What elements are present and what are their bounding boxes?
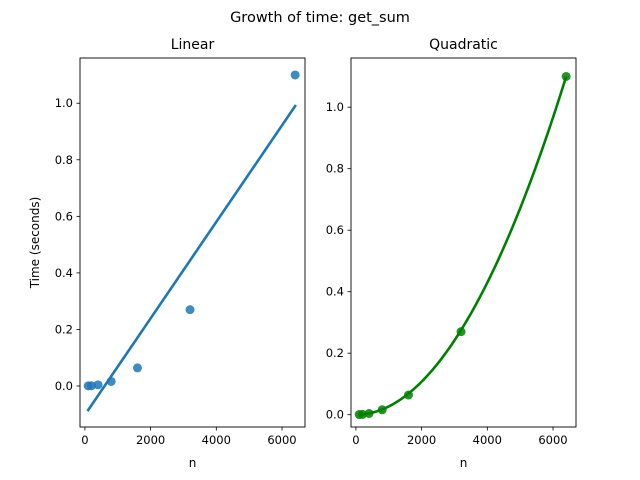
y-tick-label: 0.2 <box>326 346 344 360</box>
data-point <box>93 380 103 390</box>
data-point <box>364 408 374 418</box>
regression-line <box>86 104 297 412</box>
subplot-title: Quadratic <box>429 37 498 53</box>
data-point <box>290 70 300 80</box>
data-point <box>132 363 142 373</box>
y-tick-label: 0.0 <box>55 379 73 393</box>
y-tick-label: 1.0 <box>55 96 73 110</box>
x-tick-label: 0 <box>81 433 88 447</box>
axes-frame <box>79 57 306 428</box>
data-point <box>86 381 96 391</box>
x-tick-label: 2000 <box>407 433 436 447</box>
y-tick-label: 1.0 <box>326 100 344 114</box>
quadratic-subplot: Quadratic 0 2000 4000 6000 0.0 0.2 0.4 0.6 0.8 1.0… <box>326 37 577 470</box>
x-tick-label: 4000 <box>202 433 231 447</box>
x-axis-label: n <box>189 456 197 470</box>
y-tick-label: 0.6 <box>326 223 344 237</box>
linear-subplot: Linear 0 2000 4000 6000 0.0 0.2 0.4 0.6 0.8 1.0 n Ti… <box>28 37 306 470</box>
data-point <box>185 305 195 315</box>
quadratic-fit-curve <box>359 76 568 416</box>
y-tick-label: 0.4 <box>55 266 73 280</box>
data-point <box>403 390 413 400</box>
x-tick-label: 6000 <box>538 433 567 447</box>
figure-title: Growth of time: get_sum <box>230 10 410 26</box>
data-point <box>377 405 387 415</box>
x-tick-label: 0 <box>352 433 359 447</box>
x-tick-label: 6000 <box>267 433 296 447</box>
y-tick-label: 0.6 <box>55 209 73 223</box>
y-tick-label: 0.8 <box>55 153 73 167</box>
data-point <box>357 409 367 419</box>
y-tick-label: 0.8 <box>326 162 344 176</box>
y-tick-label: 0.0 <box>326 408 344 422</box>
y-tick-label: 0.2 <box>55 322 73 336</box>
data-point <box>561 71 571 81</box>
y-tick-label: 0.4 <box>326 285 344 299</box>
axes-frame <box>350 57 577 428</box>
y-axis-label: Time (seconds) <box>28 197 42 290</box>
x-tick-label: 4000 <box>473 433 502 447</box>
x-tick-label: 2000 <box>136 433 165 447</box>
subplot-title: Linear <box>171 37 215 53</box>
x-axis-label: n <box>460 456 468 470</box>
data-point <box>106 376 116 386</box>
data-point <box>456 327 466 337</box>
